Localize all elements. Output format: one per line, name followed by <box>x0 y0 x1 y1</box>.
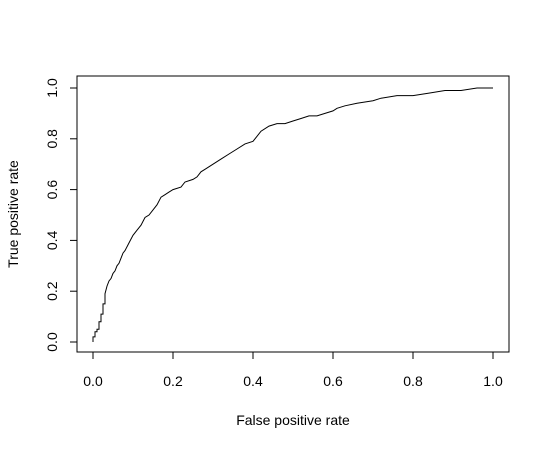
y-tick-label: 0.6 <box>44 180 60 200</box>
roc-curve-line <box>92 87 493 342</box>
x-tick-label: 0.8 <box>403 373 423 389</box>
x-tick-label: 0.6 <box>323 373 343 389</box>
x-tick-label: 0.0 <box>83 373 103 389</box>
y-tick-label: 1.0 <box>44 78 60 98</box>
y-tick-label: 0.8 <box>44 129 60 149</box>
y-axis-label: True positive rate <box>5 160 21 268</box>
x-tick-label: 0.2 <box>163 373 183 389</box>
y-tick-label: 0.0 <box>44 332 60 352</box>
x-axis-label: False positive rate <box>236 412 350 428</box>
x-axis: 0.0 0.2 0.4 0.6 0.8 1.0 <box>83 351 503 389</box>
y-tick-label: 0.2 <box>44 281 60 301</box>
x-tick-label: 0.4 <box>243 373 263 389</box>
plot-box <box>76 75 510 353</box>
y-axis: 0.0 0.2 0.4 0.6 0.8 1.0 <box>44 78 78 352</box>
x-tick-label: 1.0 <box>483 373 503 389</box>
y-tick-label: 0.4 <box>44 230 60 250</box>
